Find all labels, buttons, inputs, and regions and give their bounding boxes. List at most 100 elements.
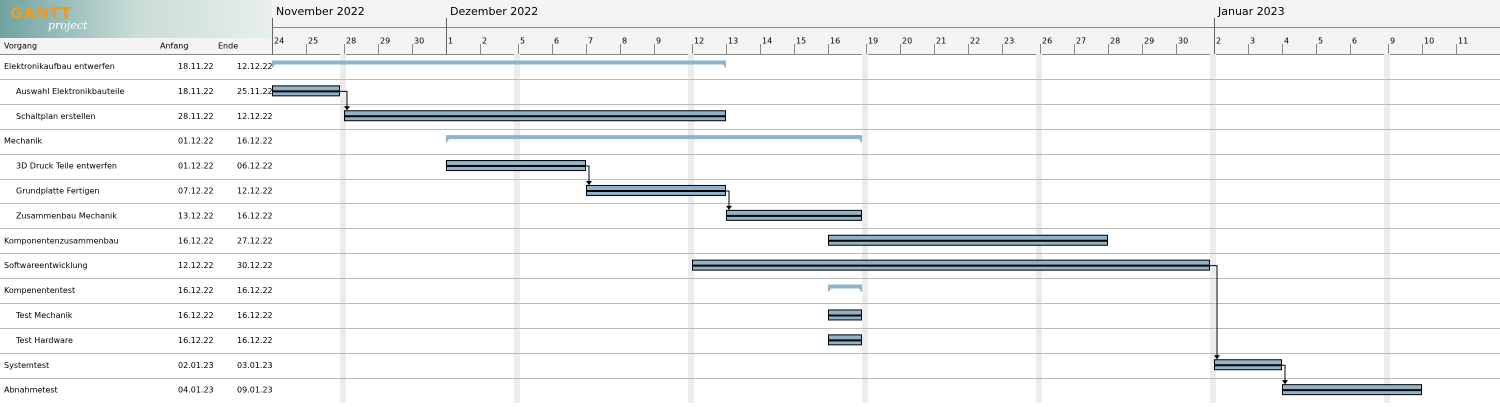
table-header — [0, 38, 272, 54]
task-end: 16.12.22 — [237, 286, 273, 295]
task-start: 16.12.22 — [178, 236, 214, 245]
day-label: 16 — [830, 37, 840, 46]
task-end: 06.12.22 — [237, 162, 273, 171]
task-name: Elektronikaufbau entwerfen — [4, 62, 115, 71]
task-start: 07.12.22 — [178, 186, 214, 195]
day-label: 1 — [448, 37, 453, 46]
task-start: 12.12.22 — [178, 261, 214, 270]
day-label: 28 — [1110, 37, 1120, 46]
day-label: 13 — [728, 37, 738, 46]
day-label: 15 — [796, 37, 806, 46]
task-name: Mechanik — [4, 137, 42, 146]
task-start: 18.11.22 — [178, 62, 214, 71]
day-label: 21 — [936, 37, 946, 46]
arrow-head — [726, 205, 732, 210]
task-end: 09.01.23 — [237, 386, 273, 395]
arrow-head — [1214, 355, 1220, 360]
task-name: 3D Druck Teile entwerfen — [16, 162, 117, 171]
summary-bar — [272, 60, 726, 69]
task-end: 16.12.22 — [237, 311, 273, 320]
day-label: 5 — [520, 37, 525, 46]
day-label: 4 — [1284, 37, 1289, 46]
dependency-arrow — [340, 90, 348, 111]
logo-main: GANTT — [10, 4, 71, 23]
task-name: Komponentenzusammenbau — [4, 236, 119, 245]
task-start: 16.12.22 — [178, 311, 214, 320]
task-name: Schaltplan erstellen — [16, 112, 96, 121]
task-end: 30.12.22 — [237, 261, 273, 270]
day-label: 5 — [1318, 37, 1323, 46]
task-end: 16.12.22 — [237, 336, 273, 345]
month-label: Januar 2023 — [1217, 5, 1285, 18]
dependency-arrow — [586, 165, 590, 185]
day-label: 22 — [970, 37, 980, 46]
month-label: Dezember 2022 — [450, 5, 538, 18]
column-header: Vorgang — [4, 42, 37, 51]
day-label: 2 — [1216, 37, 1221, 46]
day-label: 2 — [482, 37, 487, 46]
task-end: 03.01.23 — [237, 361, 273, 370]
day-label: 25 — [308, 37, 318, 46]
day-label: 14 — [762, 37, 772, 46]
day-label: 29 — [1144, 37, 1154, 46]
task-start: 16.12.22 — [178, 286, 214, 295]
task-start: 01.12.22 — [178, 162, 214, 171]
day-label: 24 — [274, 37, 284, 46]
day-label: 7 — [588, 37, 593, 46]
logo-sub: project — [48, 19, 88, 32]
task-name: Systemtest — [4, 361, 49, 370]
task-name: Abnahmetest — [4, 386, 58, 395]
task-end: 12.12.22 — [237, 62, 273, 71]
task-name: Test Mechanik — [15, 311, 73, 320]
day-label: 29 — [380, 37, 390, 46]
dependency-arrow — [1282, 364, 1286, 385]
task-end: 25.11.22 — [237, 87, 273, 96]
day-label: 9 — [656, 37, 661, 46]
day-label: 10 — [1424, 37, 1434, 46]
task-name: Softwareentwicklung — [4, 261, 88, 270]
day-label: 20 — [902, 37, 912, 46]
day-label: 6 — [1352, 37, 1357, 46]
task-start: 28.11.22 — [178, 112, 214, 121]
task-end: 12.12.22 — [237, 112, 273, 121]
day-label: 30 — [414, 37, 424, 46]
task-start: 02.01.23 — [178, 361, 214, 370]
day-label: 3 — [1250, 37, 1255, 46]
day-label: 28 — [346, 37, 356, 46]
day-label: 27 — [1076, 37, 1086, 46]
day-label: 19 — [868, 37, 878, 46]
arrow-head — [586, 180, 592, 185]
summary-bar — [446, 135, 862, 144]
task-name: Zusammenbau Mechanik — [16, 211, 117, 220]
day-label: 26 — [1042, 37, 1052, 46]
task-end: 27.12.22 — [237, 236, 273, 245]
summary-bar — [828, 284, 862, 293]
logo-bg — [0, 0, 272, 38]
task-start: 16.12.22 — [178, 336, 214, 345]
day-label: 30 — [1178, 37, 1188, 46]
arrow-head — [344, 106, 350, 111]
dependency-arrow — [1210, 265, 1218, 360]
task-name: Auswahl Elektronikbauteile — [16, 87, 124, 96]
column-header: Anfang — [160, 42, 188, 51]
task-name: Kompenententest — [4, 286, 75, 295]
task-end: 16.12.22 — [237, 211, 273, 220]
column-header: Ende — [218, 42, 238, 51]
task-start: 18.11.22 — [178, 87, 214, 96]
day-label: 12 — [694, 37, 704, 46]
task-name: Test Hardware — [15, 336, 73, 345]
day-label: 6 — [554, 37, 559, 46]
task-start: 13.12.22 — [178, 211, 214, 220]
task-name: Grundplatte Fertigen — [16, 186, 99, 195]
day-label: 11 — [1458, 37, 1468, 46]
task-end: 16.12.22 — [237, 137, 273, 146]
day-label: 9 — [1390, 37, 1395, 46]
task-end: 12.12.22 — [237, 186, 273, 195]
task-start: 01.12.22 — [178, 137, 214, 146]
month-label: November 2022 — [276, 5, 365, 18]
arrow-head — [1282, 380, 1288, 385]
day-label: 8 — [622, 37, 627, 46]
dependency-arrow — [726, 190, 730, 210]
